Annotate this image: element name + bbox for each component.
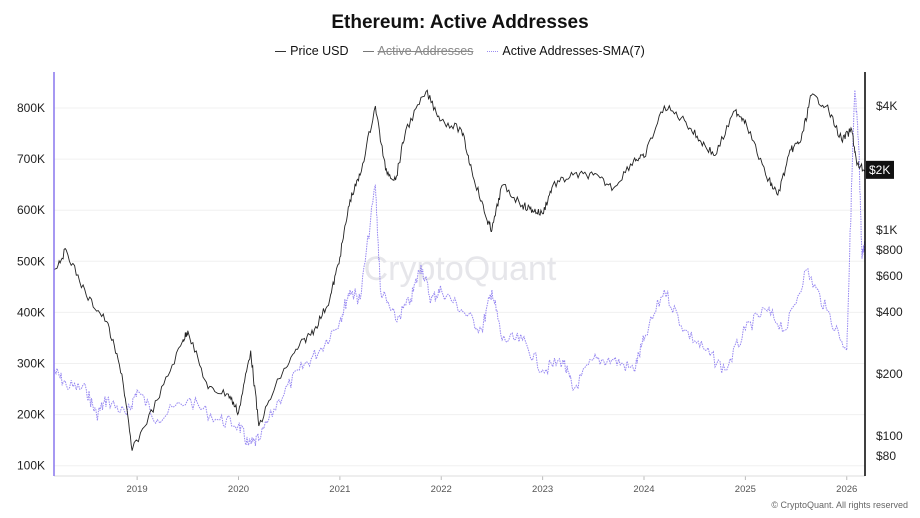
watermark: CryptoQuant xyxy=(364,250,557,288)
current-price-tag xyxy=(866,160,894,179)
chart-title: Ethereum: Active Addresses xyxy=(331,12,589,33)
y-left-tick-label: 600K xyxy=(17,203,45,217)
legend-item-active-addresses[interactable]: Active Addresses xyxy=(362,44,474,58)
x-tick-label: 2020 xyxy=(228,484,249,495)
y-right-tick-label: $200 xyxy=(876,367,903,381)
y-left-tick-label: 100K xyxy=(17,459,45,473)
y-left-tick-label: 200K xyxy=(17,408,45,422)
legend-swatch-active-addresses xyxy=(362,50,374,52)
copyright-footer: © CryptoQuant. All rights reserved xyxy=(771,500,908,510)
x-tick-label: 2019 xyxy=(127,484,148,495)
x-tick-label: 2022 xyxy=(431,484,452,495)
price-series-line xyxy=(53,89,866,451)
y-left-tick-label: 400K xyxy=(17,305,45,319)
legend-item-sma[interactable]: Active Addresses-SMA(7) xyxy=(487,44,645,58)
x-tick-label: 2023 xyxy=(532,484,553,495)
legend-label-sma: Active Addresses-SMA(7) xyxy=(502,44,645,58)
legend: Price USD Active Addresses Active Addres… xyxy=(0,44,920,58)
y-right-tick-label: $400 xyxy=(876,305,903,319)
x-tick-label: 2025 xyxy=(735,484,756,495)
legend-swatch-price xyxy=(275,50,287,52)
y-right-tick-label: $100 xyxy=(876,429,903,443)
legend-label-price: Price USD xyxy=(290,44,349,58)
y-left-tick-label: 700K xyxy=(17,152,45,166)
legend-swatch-sma xyxy=(487,50,499,52)
y-right-tick-label: $1K xyxy=(876,223,897,237)
current-price-label: $2K xyxy=(869,163,890,177)
y-left-tick-label: 300K xyxy=(17,357,45,371)
y-right-tick-label: $4K xyxy=(876,99,897,113)
legend-item-price[interactable]: Price USD xyxy=(275,44,349,58)
y-left-tick-label: 500K xyxy=(17,254,45,268)
x-tick-label: 2024 xyxy=(633,484,654,495)
y-right-tick-label: $80 xyxy=(876,449,896,463)
legend-label-active-addresses: Active Addresses xyxy=(377,44,474,58)
y-right-tick-label: $800 xyxy=(876,243,903,257)
y-right-tick-label: $600 xyxy=(876,269,903,283)
y-left-tick-label: 800K xyxy=(17,101,45,115)
x-tick-label: 2021 xyxy=(329,484,350,495)
sma-series-line xyxy=(53,90,866,448)
x-tick-label: 2026 xyxy=(836,484,857,495)
